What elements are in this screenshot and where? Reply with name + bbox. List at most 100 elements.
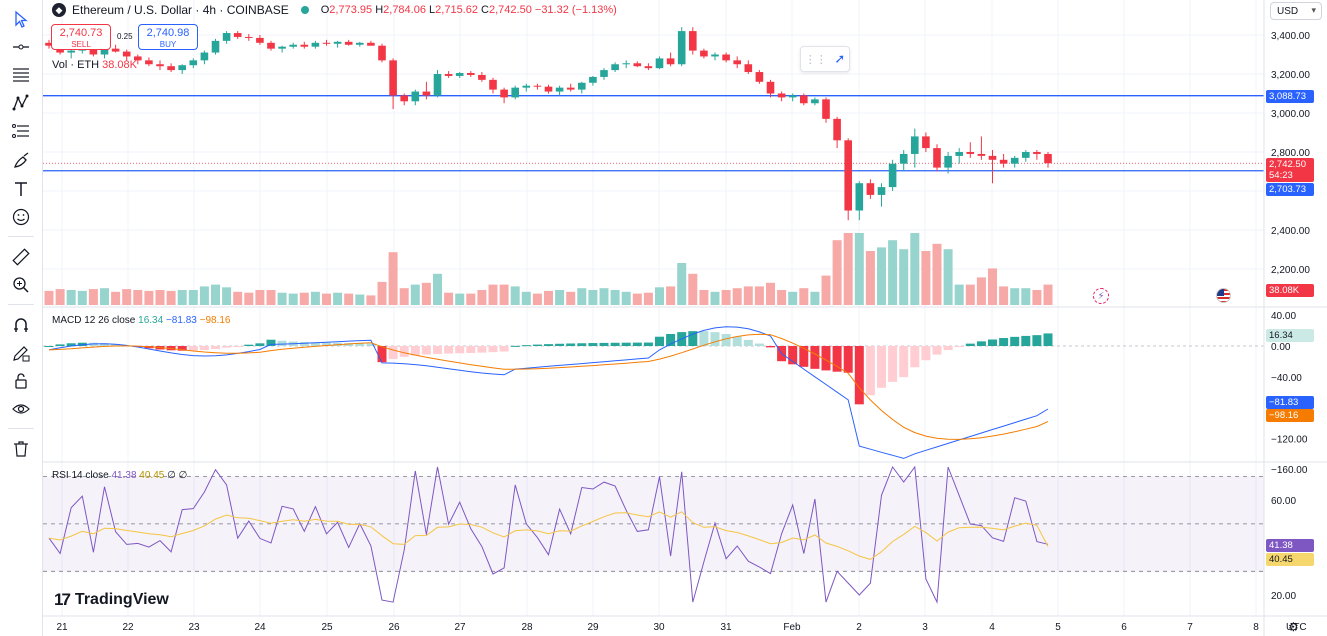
volume-bar bbox=[999, 286, 1009, 305]
lock-icon[interactable] bbox=[8, 368, 34, 394]
candle-body bbox=[522, 85, 531, 88]
macd-histogram-bar bbox=[666, 333, 676, 346]
fib-lines-icon[interactable] bbox=[8, 62, 34, 88]
macd-histogram-bar bbox=[854, 346, 864, 405]
drag-handle-icon[interactable]: ⋮⋮ bbox=[804, 53, 827, 66]
volume-bar bbox=[954, 284, 964, 305]
volume-bar bbox=[255, 290, 265, 305]
magnet-icon[interactable] bbox=[8, 312, 34, 338]
candle-body bbox=[289, 44, 297, 47]
rsi-legend[interactable]: RSI 14 close 41.38 40.45 ∅ ∅ bbox=[52, 470, 188, 481]
macd-histogram-bar bbox=[421, 346, 431, 355]
volume-bar bbox=[588, 290, 598, 305]
eye-icon[interactable] bbox=[8, 396, 34, 422]
price-tick-label: 2,400.00 bbox=[1271, 226, 1310, 237]
pattern-icon[interactable] bbox=[8, 90, 34, 116]
macd-histogram-bar bbox=[865, 346, 875, 396]
time-tick-label: 30 bbox=[653, 622, 665, 633]
symbol-title[interactable]: Ethereum / U.S. Dollar · 4h · COINBASE bbox=[72, 3, 289, 17]
brush-icon[interactable] bbox=[8, 148, 34, 174]
candle-body bbox=[511, 87, 519, 98]
tv-logo-icon: 17 bbox=[54, 590, 71, 609]
gear-icon[interactable]: ⚙ bbox=[1288, 620, 1299, 634]
crosshair-line-icon[interactable] bbox=[8, 34, 34, 60]
macd-tick-label: 40.00 bbox=[1271, 311, 1296, 322]
candle-body bbox=[611, 64, 619, 71]
candle-body bbox=[999, 159, 1008, 164]
volume-bar bbox=[388, 252, 398, 305]
volume-bar bbox=[233, 291, 243, 305]
macd-histogram-bar bbox=[821, 346, 831, 371]
candle-body bbox=[189, 60, 198, 66]
cursor-icon[interactable]: ➚ bbox=[834, 51, 846, 66]
macd-hist-label: 16.34 bbox=[1266, 329, 1314, 342]
candle-body bbox=[666, 58, 675, 65]
volume-bar bbox=[466, 293, 476, 305]
candle-body bbox=[589, 76, 597, 83]
chart-canvas[interactable]: 3,400.00 3,200.00 3,000.00 2,800.00 2,400.00… bbox=[43, 0, 1327, 636]
candle-body bbox=[1022, 152, 1030, 158]
volume-bar bbox=[521, 291, 531, 305]
candle-body bbox=[866, 183, 875, 195]
price-tick-label: 2,200.00 bbox=[1271, 265, 1310, 276]
volume-bar bbox=[1032, 290, 1042, 305]
candle-body bbox=[855, 183, 864, 211]
sell-button[interactable]: 2,740.73 SELL bbox=[51, 24, 111, 50]
measure-lines-icon[interactable] bbox=[8, 118, 34, 144]
volume-bar bbox=[366, 295, 376, 305]
macd-histogram-bar bbox=[266, 339, 276, 346]
candle-body bbox=[322, 42, 331, 44]
candle-body bbox=[777, 93, 786, 98]
lightning-icon[interactable]: ⚡ bbox=[1093, 288, 1109, 304]
macd-histogram-bar bbox=[55, 344, 65, 346]
us-flag-icon[interactable] bbox=[1216, 288, 1231, 303]
macd-histogram-bar bbox=[366, 343, 376, 346]
candle-body bbox=[633, 63, 642, 67]
buy-button[interactable]: 2,740.98 BUY bbox=[138, 24, 198, 50]
candle-body bbox=[344, 41, 353, 45]
macd-line bbox=[48, 326, 1049, 459]
candle-body bbox=[478, 74, 486, 80]
lock-drawing-icon[interactable] bbox=[8, 340, 34, 366]
macd-legend[interactable]: MACD 12 26 close 16.34 −81.83 −98.16 bbox=[52, 315, 231, 326]
emoji-icon[interactable] bbox=[8, 204, 34, 230]
candle-body bbox=[555, 87, 564, 92]
volume-bar bbox=[899, 249, 909, 305]
volume-bar bbox=[788, 291, 798, 305]
volume-bar bbox=[910, 233, 920, 305]
candle-body bbox=[822, 99, 830, 119]
macd-histogram-bar bbox=[244, 344, 254, 346]
floating-drawing-toolbar[interactable]: ⋮⋮ ➚ bbox=[800, 46, 850, 72]
volume-legend[interactable]: Vol · ETH 38.08K bbox=[52, 59, 138, 71]
time-tick-label: 8 bbox=[1253, 622, 1259, 633]
candle-body bbox=[156, 64, 164, 67]
volume-bar bbox=[122, 289, 132, 305]
macd-histogram-bar bbox=[943, 346, 953, 351]
currency-selector[interactable]: USD bbox=[1270, 2, 1322, 20]
price-tick-label: 3,200.00 bbox=[1271, 70, 1310, 81]
volume-bar bbox=[299, 292, 309, 305]
volume-bar bbox=[166, 290, 176, 305]
macd-line-label: −81.83 bbox=[1266, 396, 1314, 409]
tradingview-logo[interactable]: 17 TradingView bbox=[54, 590, 169, 610]
volume-bar bbox=[699, 290, 709, 305]
macd-histogram-bar bbox=[1032, 335, 1042, 346]
zoom-in-icon[interactable] bbox=[8, 272, 34, 298]
time-tick-label: 27 bbox=[454, 622, 466, 633]
macd-histogram-bar bbox=[932, 346, 942, 355]
price-tick-label: 2,800.00 bbox=[1271, 148, 1310, 159]
cursor-icon[interactable] bbox=[8, 6, 34, 32]
trash-icon[interactable] bbox=[8, 436, 34, 462]
macd-histogram-bar bbox=[1043, 333, 1053, 346]
ruler-icon[interactable] bbox=[8, 244, 34, 270]
volume-bar bbox=[100, 288, 109, 305]
candle-body bbox=[533, 85, 542, 87]
volume-bar bbox=[421, 282, 431, 305]
macd-histogram-bar bbox=[988, 339, 997, 346]
rsi-ma-line bbox=[48, 511, 1049, 560]
candle-body bbox=[833, 118, 841, 141]
volume-bar bbox=[44, 290, 54, 305]
candle-body bbox=[111, 48, 120, 52]
text-icon[interactable] bbox=[8, 176, 34, 202]
volume-bar bbox=[843, 233, 853, 305]
